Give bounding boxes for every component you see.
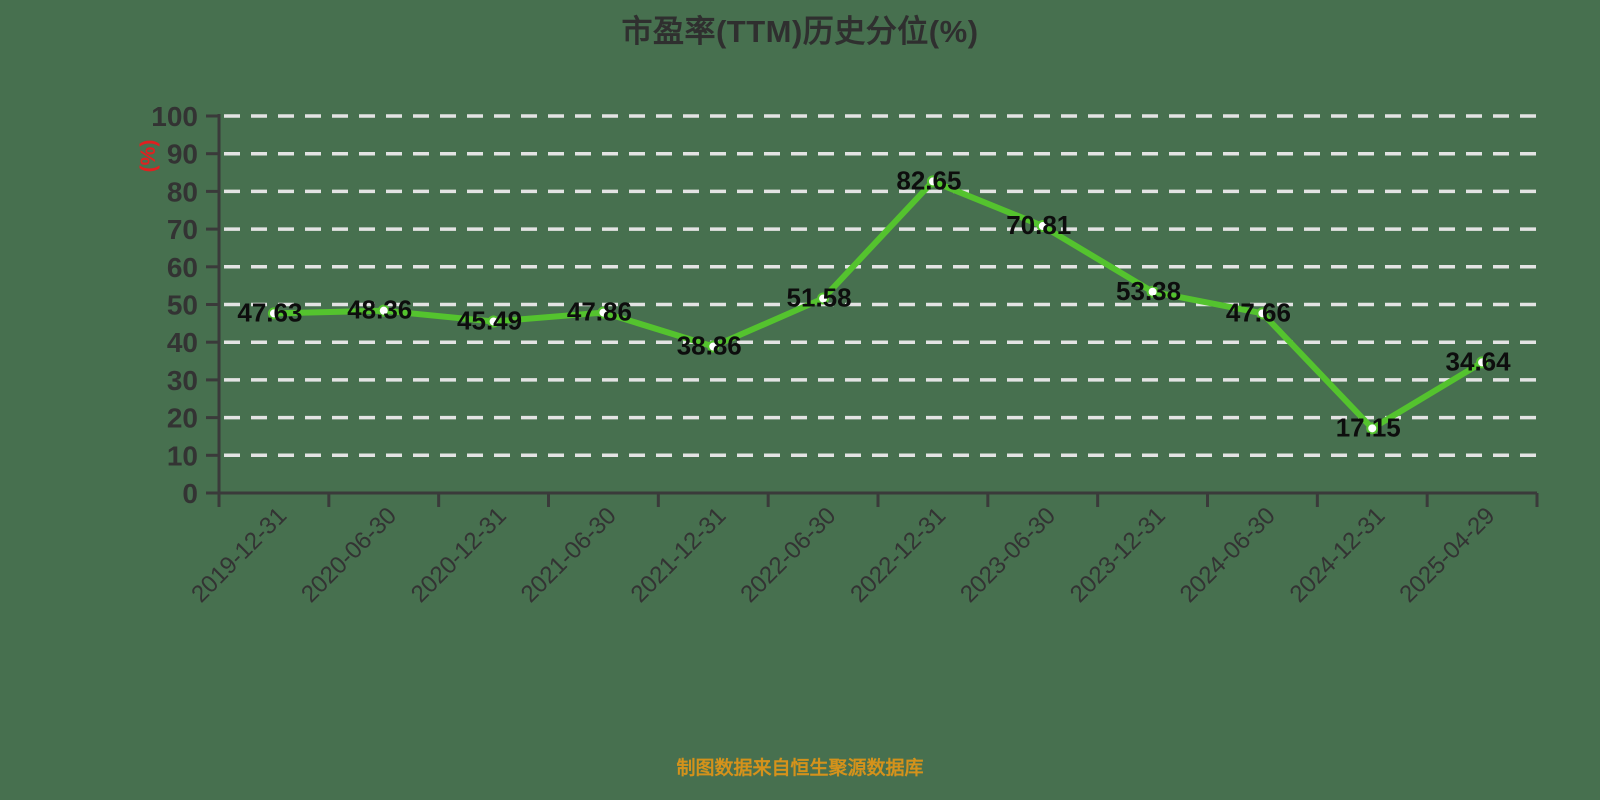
data-point-label: 47.86 bbox=[567, 297, 632, 327]
data-point-label: 34.64 bbox=[1446, 346, 1512, 376]
y-axis-tick-label: 50 bbox=[167, 290, 198, 321]
chart-title: 市盈率(TTM)历史分位(%) bbox=[621, 14, 979, 49]
data-point-marker bbox=[487, 315, 500, 328]
data-point-marker bbox=[1476, 356, 1489, 369]
data-point-label: 70.81 bbox=[1006, 210, 1071, 240]
x-axis-tick-label: 2020-06-30 bbox=[296, 502, 402, 608]
data-point-label: 47.63 bbox=[237, 297, 302, 327]
y-axis-tick-label: 40 bbox=[167, 327, 198, 358]
data-point-label: 17.15 bbox=[1336, 412, 1401, 442]
series-line bbox=[270, 178, 1486, 432]
x-axis-tick-label: 2023-12-31 bbox=[1065, 502, 1171, 608]
data-point-label: 51.58 bbox=[787, 283, 852, 313]
x-axis-tick-label: 2021-06-30 bbox=[516, 502, 622, 608]
x-axis-tick-label: 2019-12-31 bbox=[186, 502, 292, 608]
x-axis-tick-label: 2021-12-31 bbox=[626, 502, 732, 608]
y-axis-tick-label: 0 bbox=[182, 478, 198, 509]
y-axis-tick-label: 60 bbox=[167, 252, 198, 283]
data-point-label: 47.66 bbox=[1226, 297, 1291, 327]
data-point-marker bbox=[1366, 422, 1379, 435]
y-axis-unit-label: (%) bbox=[137, 140, 160, 173]
data-point-marker bbox=[817, 292, 830, 305]
y-axis-tick-label: 10 bbox=[167, 440, 198, 471]
data-point-label: 53.38 bbox=[1116, 276, 1181, 306]
data-source-note: 制图数据来自恒生聚源数据库 bbox=[676, 758, 924, 779]
y-axis-tick-label: 90 bbox=[167, 139, 198, 170]
y-axis-tick-label: 100 bbox=[151, 101, 198, 132]
data-point-label: 38.86 bbox=[677, 330, 742, 360]
data-point-marker bbox=[926, 175, 939, 188]
data-point-marker bbox=[1146, 285, 1159, 298]
data-point-label: 82.65 bbox=[896, 165, 961, 195]
data-point-marker bbox=[377, 304, 390, 317]
x-axis-tick-label: 2023-06-30 bbox=[955, 502, 1061, 608]
x-axis-tick-label: 2022-12-31 bbox=[845, 502, 951, 608]
data-point-marker bbox=[597, 306, 610, 319]
x-axis-tick-label: 2025-04-29 bbox=[1394, 502, 1500, 608]
data-point-marker bbox=[1256, 307, 1269, 320]
y-axis-tick-label: 20 bbox=[167, 403, 198, 434]
x-axis-tick-label: 2020-12-31 bbox=[406, 502, 512, 608]
y-axis-tick-label: 70 bbox=[167, 214, 198, 245]
data-point-marker bbox=[267, 307, 280, 320]
x-axis-tick-label: 2022-06-30 bbox=[735, 502, 841, 608]
data-point-label: 48.36 bbox=[347, 295, 412, 325]
x-axis-tick-label: 2024-12-31 bbox=[1285, 502, 1391, 608]
x-axis-tick-label: 2024-06-30 bbox=[1175, 502, 1281, 608]
y-axis-tick-label: 30 bbox=[167, 365, 198, 396]
y-axis-tick-label: 80 bbox=[167, 176, 198, 207]
data-point-marker bbox=[1036, 220, 1049, 233]
data-point-marker bbox=[707, 340, 720, 353]
data-point-label: 45.49 bbox=[457, 306, 522, 336]
